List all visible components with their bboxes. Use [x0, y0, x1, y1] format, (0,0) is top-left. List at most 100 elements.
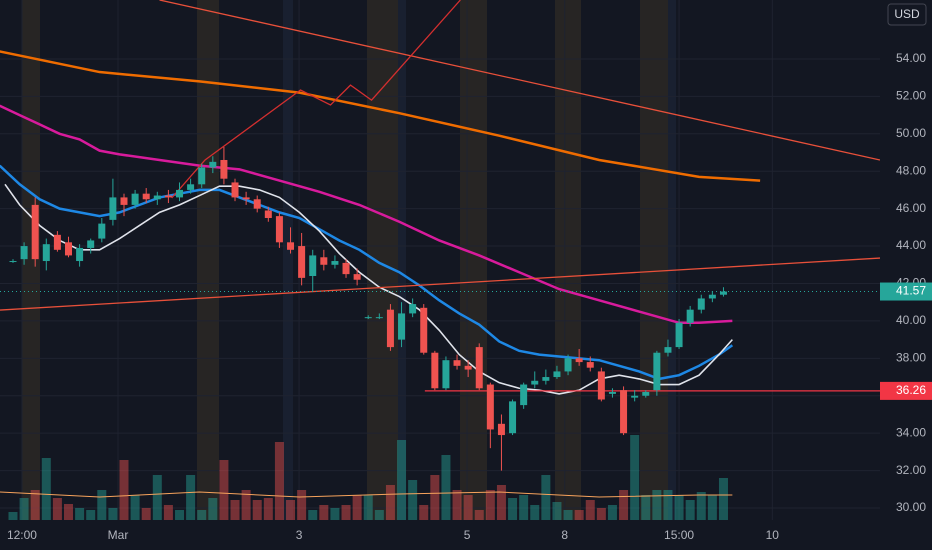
volume-bar: [685, 500, 695, 520]
candle-body: [298, 246, 306, 278]
volume-bar: [663, 490, 673, 520]
candle-body: [164, 195, 172, 198]
candle-body: [597, 371, 605, 400]
candle-body: [420, 307, 428, 353]
volume-bar: [408, 480, 418, 520]
candle-body: [675, 322, 683, 348]
candle-body: [664, 347, 672, 353]
volume-bar: [30, 490, 40, 520]
plot: [0, 0, 880, 471]
volume-bar: [152, 475, 162, 520]
candle-body: [209, 161, 217, 168]
volume-bar: [718, 478, 728, 520]
candle-body: [231, 182, 239, 198]
candle-body: [309, 255, 317, 276]
volume-bar: [474, 510, 484, 520]
volume-bar: [385, 485, 395, 520]
volume-bar: [463, 495, 473, 520]
candle-body: [509, 401, 517, 434]
volume-bar: [75, 508, 85, 520]
candle-body: [431, 352, 439, 389]
volume-ma: [0, 491, 733, 498]
moving-average: [0, 164, 734, 381]
y-tick-label: 48.00: [896, 163, 926, 177]
volume-bar: [197, 510, 207, 520]
candle-body: [409, 304, 417, 314]
volume-bar: [286, 500, 296, 520]
volume-bar: [496, 485, 506, 520]
y-tick-label: 52.00: [896, 89, 926, 103]
y-tick-label: 44.00: [896, 238, 926, 252]
moving-average: [0, 50, 761, 182]
volume-bar: [241, 490, 251, 520]
volume-bar: [541, 475, 551, 520]
x-tick-label: 3: [296, 528, 303, 542]
candle-body: [31, 204, 39, 260]
currency-box: [887, 3, 927, 26]
volume-bar: [530, 505, 540, 520]
candle-body: [564, 358, 572, 372]
candle-body: [497, 423, 505, 436]
y-tick-label: 50.00: [896, 126, 926, 140]
volume-bar: [619, 490, 629, 520]
volume-bar: [419, 505, 429, 520]
candle-body: [20, 246, 28, 260]
volume-bar: [186, 475, 196, 520]
candle-body: [53, 234, 61, 250]
candle-body: [87, 240, 95, 248]
candle-body: [586, 362, 594, 368]
volume-bar: [86, 510, 96, 520]
candle-body: [342, 262, 350, 275]
volume-bar: [19, 498, 29, 520]
candle-body: [253, 199, 261, 209]
x-tick-label: 10: [766, 528, 780, 542]
volume-bar: [97, 490, 107, 520]
candle-body: [475, 347, 483, 389]
candle-body: [553, 371, 561, 378]
candle-body: [198, 167, 206, 185]
volume-bar: [8, 512, 18, 520]
candle-body: [142, 193, 150, 200]
candle-body: [109, 197, 117, 220]
price-label-box: [880, 282, 932, 301]
volume-bar: [607, 505, 617, 520]
candle-body: [120, 197, 128, 205]
volume-bar: [230, 500, 240, 520]
candle-body: [520, 384, 528, 406]
candle-body: [686, 309, 694, 323]
y-tick-label: 40.00: [896, 313, 926, 327]
currency: USD: [894, 7, 920, 21]
candle-body: [287, 242, 295, 250]
moving-average: [4, 183, 733, 395]
volume-bar: [63, 504, 73, 520]
candle-body: [642, 392, 650, 396]
y-tick-label: 38.00: [896, 351, 926, 365]
candle-body: [264, 210, 272, 218]
x-tick-label: 5: [464, 528, 471, 542]
candle-body: [176, 189, 184, 198]
y-tick-label: 46.00: [896, 201, 926, 215]
candle-body: [220, 159, 228, 179]
volume-bar: [252, 500, 262, 520]
candle-body: [64, 242, 72, 256]
volume-bar: [52, 498, 62, 520]
volume-bar: [108, 508, 118, 520]
price-label-box: [880, 381, 932, 400]
volume-bar: [707, 495, 717, 520]
candle-body: [375, 317, 383, 319]
trend-line: [159, 0, 880, 161]
candle-body: [9, 261, 17, 263]
candle-body: [708, 294, 716, 299]
volume-bar: [208, 498, 218, 520]
candle-body: [608, 392, 616, 394]
volume-bar: [352, 495, 362, 520]
candle-body: [719, 291, 727, 295]
price-label: 36.26: [896, 383, 926, 397]
volume-bar: [485, 490, 495, 520]
candle-body: [275, 216, 283, 243]
candle-body: [631, 395, 639, 398]
volume-bar: [519, 495, 529, 520]
x-tick-label: 8: [561, 528, 568, 542]
candle-body: [620, 390, 628, 434]
